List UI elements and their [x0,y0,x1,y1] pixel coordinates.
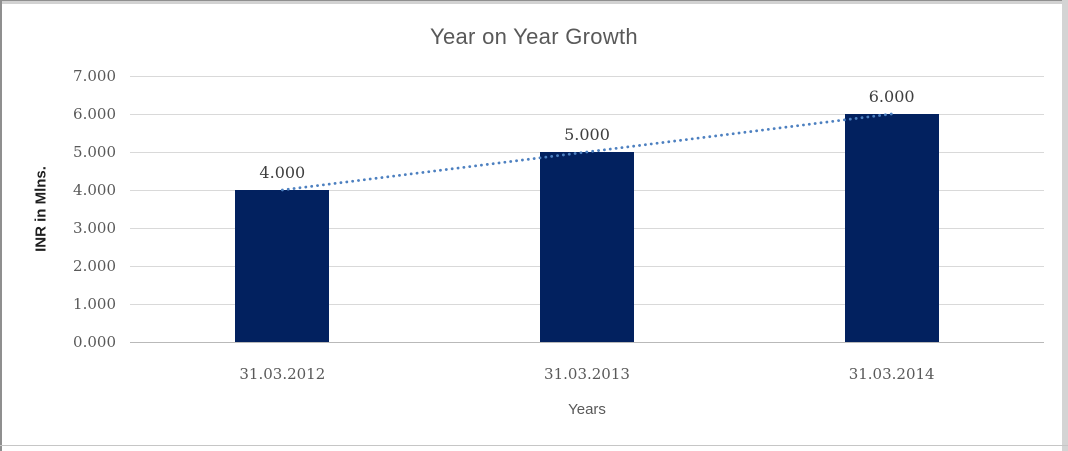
x-axis-title: Years [568,401,606,418]
y-tick-label: 6.000 [73,105,116,123]
bar [540,152,634,342]
y-tick-label: 2.000 [73,257,116,275]
chart-title: Year on Year Growth [430,24,638,49]
y-tick-label: 4.000 [73,181,116,199]
bar-data-label: 6.000 [868,87,915,106]
y-tick-label: 7.000 [73,67,116,85]
y-tick-label: 1.000 [73,295,116,313]
y-tick-label: 0.000 [73,333,116,351]
x-axis-line [130,342,1044,343]
y-tick-label: 5.000 [73,143,116,161]
window-left-border [0,0,2,451]
gridline [130,76,1044,77]
bar-data-label: 5.000 [564,125,610,144]
x-category-label: 31.03.2012 [239,365,326,383]
window-bottom-border [0,445,1068,446]
window-right-border [1062,0,1068,451]
y-axis-title: INR in Mlns. [32,166,50,252]
bar-data-label: 4.000 [259,163,306,182]
bar [844,114,939,342]
x-category-label: 31.03.2013 [544,365,630,383]
y-tick-label: 3.000 [73,219,116,237]
bar [235,190,330,342]
x-category-label: 31.03.2014 [848,365,935,383]
window-top-border [0,0,1068,4]
